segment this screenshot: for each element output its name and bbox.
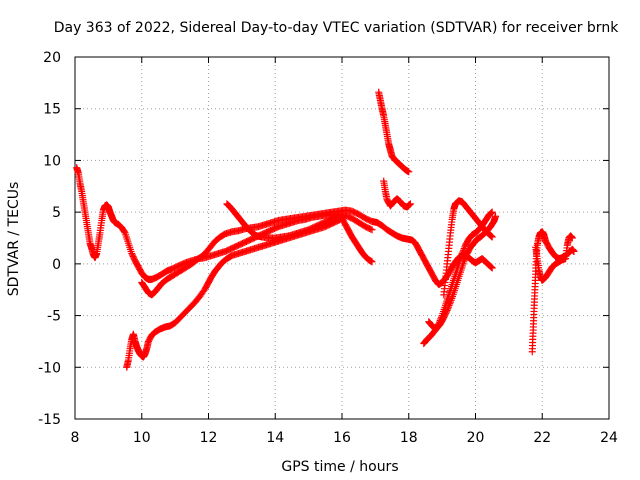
data-point — [368, 258, 376, 266]
data-point — [406, 200, 414, 208]
x-tick-label: 8 — [71, 430, 80, 446]
y-tick-label: 0 — [52, 257, 61, 273]
y-axis-label: SDTVAR / TECUs — [6, 182, 22, 297]
data-point — [488, 264, 496, 272]
data-point — [459, 246, 467, 254]
data-point — [488, 209, 496, 217]
data-point — [436, 317, 444, 325]
x-axis-label: GPS time / hours — [281, 459, 398, 475]
series-arc-i — [440, 197, 496, 299]
data-point — [570, 247, 578, 255]
chart-title: Day 363 of 2022, Sidereal Day-to-day VTE… — [54, 20, 619, 36]
data-point — [406, 200, 414, 208]
data-point — [487, 209, 495, 217]
data-point — [487, 263, 495, 271]
y-tick-label: -15 — [38, 412, 61, 428]
data-point — [460, 245, 468, 253]
data-point — [459, 248, 467, 256]
data-point — [444, 305, 452, 313]
series-arc-h — [425, 208, 496, 333]
data-point — [368, 226, 376, 234]
data-points — [73, 88, 578, 371]
y-tick-label: -10 — [38, 360, 61, 376]
data-point — [462, 253, 470, 261]
data-point — [435, 318, 443, 326]
data-point — [405, 168, 413, 176]
y-tick-label: 20 — [43, 50, 61, 66]
y-tick-label: -5 — [47, 309, 61, 325]
data-point — [488, 263, 496, 271]
data-point — [488, 208, 496, 216]
x-tick-label: 18 — [400, 430, 418, 446]
data-point — [488, 232, 496, 240]
data-point — [437, 315, 445, 323]
series-arc-k — [532, 232, 576, 284]
y-tick-label: 10 — [43, 153, 61, 169]
data-point — [405, 201, 413, 209]
data-point — [458, 250, 466, 258]
series-arc-f — [380, 177, 414, 211]
x-tick-label: 24 — [600, 430, 618, 446]
x-tick-label: 20 — [467, 430, 485, 446]
y-tick-label: 5 — [52, 205, 61, 221]
x-tick-label: 12 — [200, 430, 218, 446]
x-tick-label: 16 — [333, 430, 351, 446]
x-tick-label: 22 — [533, 430, 551, 446]
grid-lines — [75, 57, 609, 419]
axis-ticks: 8 10 12 14 16 18 20 22 24 -15 -10 -5 0 5 10 15 20 — [38, 50, 618, 446]
x-tick-label: 10 — [133, 430, 151, 446]
data-point — [488, 233, 496, 241]
data-point — [487, 232, 495, 240]
series-arc-d — [223, 200, 376, 266]
data-point — [461, 254, 469, 262]
data-point — [435, 320, 443, 328]
series-arc-c — [138, 206, 496, 299]
x-tick-label: 14 — [266, 430, 284, 446]
data-point — [492, 212, 500, 220]
series-arc-e — [375, 88, 413, 176]
data-point — [367, 225, 375, 233]
y-tick-label: 15 — [43, 102, 61, 118]
data-point — [568, 234, 576, 242]
data-point — [437, 313, 445, 321]
data-point — [120, 228, 128, 236]
series-arc-a — [73, 164, 376, 283]
